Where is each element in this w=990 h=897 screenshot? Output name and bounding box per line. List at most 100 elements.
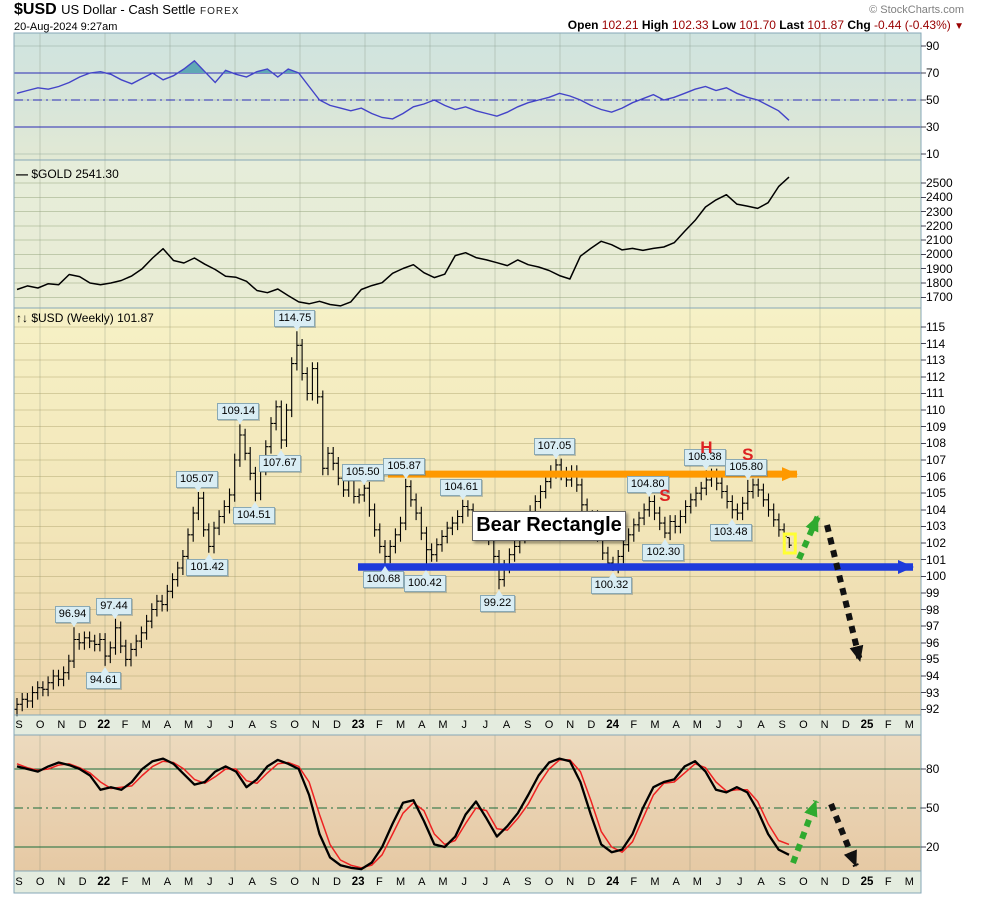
callout-pointer — [194, 486, 203, 493]
x-axis-label: 22 — [97, 719, 111, 731]
price-callout: 105.80 — [725, 458, 768, 476]
callout-pointer — [251, 502, 260, 509]
x-axis-label: 24 — [606, 876, 619, 888]
y-axis-tick-label: 50 — [926, 93, 940, 107]
quote-bar: Open 102.21 High 102.33 Low 101.70 Last … — [568, 18, 964, 34]
x-axis-label: M — [650, 876, 660, 888]
callout-pointer — [204, 553, 213, 560]
x-axis-label: F — [121, 876, 129, 888]
x-axis-label: D — [841, 719, 850, 731]
x-axis-label: S — [15, 719, 23, 731]
open-value: 102.21 — [601, 18, 639, 32]
x-axis-label: A — [757, 876, 765, 888]
last-value: 101.87 — [807, 18, 845, 32]
exchange: FOREX — [199, 6, 240, 17]
x-axis-label: 25 — [860, 876, 874, 888]
x-axis-label: M — [904, 719, 914, 731]
open-label: Open — [567, 18, 599, 32]
x-axis-label: J — [482, 719, 489, 731]
head-shoulders-label: S — [742, 444, 754, 464]
x-axis-label: J — [461, 876, 467, 888]
date-axis-bottom — [14, 871, 921, 893]
x-axis-label: A — [672, 719, 680, 731]
callout-pointer — [743, 473, 752, 480]
y-axis-tick-label: 93 — [926, 685, 940, 700]
projection-arrow-up — [790, 799, 819, 865]
y-axis-tick-label: 30 — [926, 120, 940, 134]
gold-legend: — $GOLD 2541.30 — [16, 167, 119, 181]
chart-title: $USD US Dollar - Cash Settle FOREX — [14, 1, 240, 19]
x-axis-label: O — [290, 719, 299, 731]
symbol-name: US Dollar - Cash Settle — [61, 2, 196, 17]
x-axis-label: O — [799, 719, 808, 731]
callout-pointer — [277, 449, 286, 456]
x-axis-label: N — [311, 719, 320, 731]
x-axis-label: N — [820, 876, 829, 888]
x-axis-label: M — [141, 876, 151, 888]
y-axis-tick-label: 90 — [926, 39, 940, 53]
y-axis-tick-label: 98 — [926, 602, 940, 617]
x-axis-label: O — [35, 719, 45, 731]
y-axis-tick-label: 115 — [926, 320, 946, 334]
gold-legend-dash-icon: — — [16, 167, 28, 181]
price-callout: 109.14 — [217, 403, 260, 421]
symbol: $USD — [14, 1, 57, 18]
price-callout: 107.67 — [258, 454, 301, 472]
x-axis-label: J — [737, 719, 743, 731]
x-axis-label: N — [820, 719, 829, 731]
x-axis-label: 23 — [351, 719, 365, 731]
x-axis-label: N — [57, 876, 66, 888]
x-axis-label: J — [737, 876, 743, 888]
date-axis-middle — [14, 715, 921, 735]
price-callout: 104.51 — [233, 507, 275, 525]
x-axis-label: S — [269, 876, 278, 888]
projection-arrow-down — [824, 524, 864, 662]
y-axis-tick-label: 99 — [926, 585, 940, 600]
x-axis-label: A — [502, 719, 511, 731]
price-callout: 104.80 — [626, 475, 669, 493]
callout-pointer — [609, 571, 618, 578]
x-axis-label: N — [57, 719, 66, 731]
x-axis-label: A — [418, 876, 426, 888]
gold-legend-text: $GOLD 2541.30 — [31, 167, 119, 181]
y-axis-tick-label: 2300 — [926, 204, 953, 219]
y-axis-tick-label: 94 — [926, 669, 940, 684]
gold-line — [16, 176, 790, 307]
x-axis-label: N — [566, 876, 575, 888]
x-axis-label: A — [248, 876, 256, 888]
price-callout: 107.05 — [533, 438, 576, 456]
y-axis-tick-label: 95 — [926, 652, 940, 667]
y-axis-tick-label: 2000 — [926, 247, 953, 262]
callout-pointer — [401, 472, 410, 479]
last-bar-highlight — [782, 532, 797, 555]
y-axis-tick-label: 80 — [926, 762, 940, 776]
x-axis-label: O — [35, 876, 45, 888]
callout-pointer — [380, 565, 389, 572]
x-axis-label: D — [587, 876, 596, 888]
x-axis-label: F — [884, 876, 892, 888]
y-axis-tick-label: 1700 — [926, 290, 953, 305]
y-axis-tick-label: 102 — [926, 536, 947, 551]
price-callout: 100.32 — [590, 576, 633, 594]
x-axis-label: F — [630, 719, 638, 731]
x-axis-label: J — [715, 719, 722, 731]
price-callout: 103.48 — [709, 524, 752, 542]
price-callout: 101.42 — [186, 558, 229, 576]
price-callout: 94.61 — [85, 671, 122, 689]
x-axis-label: M — [692, 719, 702, 731]
y-axis-tick-label: 2400 — [926, 190, 953, 205]
x-axis-label: J — [461, 719, 467, 731]
y-axis-tick-label: 106 — [926, 469, 947, 484]
x-axis-label: D — [333, 719, 341, 731]
x-axis-label: S — [778, 876, 786, 888]
x-axis-label: 23 — [351, 876, 365, 888]
x-axis-label: D — [78, 876, 87, 888]
y-axis-tick-label: 100 — [926, 569, 947, 584]
high-label: High — [641, 18, 669, 32]
y-axis-tick-label: 2500 — [926, 176, 953, 190]
y-axis-tick-label: 114 — [926, 336, 946, 351]
x-axis-label: M — [184, 876, 194, 888]
rsi-line — [16, 59, 790, 121]
